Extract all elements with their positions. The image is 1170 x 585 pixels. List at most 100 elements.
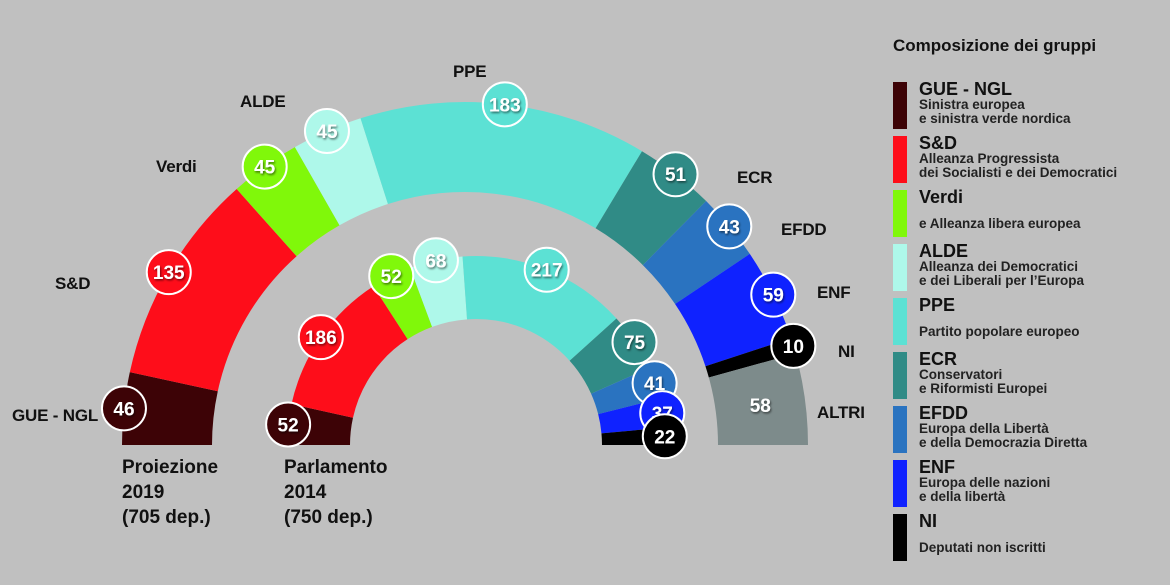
- value-badge: 43: [706, 203, 753, 250]
- legend-abbr: Verdi: [919, 187, 964, 207]
- legend-desc: Alleanza Progressista dei Socialisti e d…: [919, 151, 1118, 180]
- legend-swatch: [893, 406, 907, 453]
- value-badge: 59: [750, 271, 797, 318]
- caption-2019-line2: 2019: [122, 482, 165, 503]
- value-badge: 45: [241, 143, 288, 190]
- value-badge: 68: [412, 237, 459, 284]
- segment-s-d: [291, 286, 408, 418]
- label-alde: ALDE: [240, 92, 286, 111]
- legend-abbr: GUE - NGL: [919, 79, 1012, 99]
- legend-item-ppe: PPE Partito popolare europeo: [893, 295, 1163, 345]
- svg-text:45: 45: [316, 122, 338, 143]
- value-badge: 52: [368, 253, 415, 300]
- value-badge: 45: [303, 108, 350, 155]
- value-badges: 4613545451835143591058521865268217754137…: [100, 81, 817, 460]
- segment-gue-ngl: [122, 372, 218, 445]
- legend-desc: Europa della Libertà e della Democrazia …: [919, 421, 1088, 450]
- value-badge: 58: [750, 396, 771, 417]
- legend-swatch: [893, 136, 907, 183]
- label-sd: S&D: [55, 274, 91, 293]
- caption-2014-line1: Parlamento: [284, 457, 388, 478]
- legend-desc: e Alleanza libera europea: [919, 216, 1081, 231]
- svg-text:43: 43: [719, 217, 740, 238]
- legend-abbr: ALDE: [919, 241, 968, 261]
- svg-text:186: 186: [305, 328, 337, 349]
- caption-2014-line3: (750 dep.): [284, 507, 373, 528]
- caption-2019-line1: Proiezione: [122, 457, 219, 478]
- legend-desc: Deputati non iscritti: [919, 540, 1046, 555]
- svg-text:52: 52: [381, 267, 402, 288]
- legend-swatch: [893, 298, 907, 345]
- legend-swatch: [893, 352, 907, 399]
- legend-item-verdi: Verdi e Alleanza libera europea: [893, 187, 1163, 237]
- value-badge: 46: [100, 385, 147, 432]
- svg-text:135: 135: [153, 263, 185, 284]
- legend-title: Composizione dei gruppi: [893, 36, 1097, 55]
- value-badge: 183: [481, 81, 528, 128]
- svg-text:75: 75: [624, 333, 646, 354]
- legend-swatch: [893, 460, 907, 507]
- caption-2014-line2: 2014: [284, 482, 327, 503]
- legend-abbr: EFDD: [919, 403, 968, 423]
- label-ppe: PPE: [453, 62, 487, 81]
- svg-text:58: 58: [750, 396, 771, 417]
- value-badge: 75: [611, 319, 658, 366]
- label-enf: ENF: [817, 283, 851, 302]
- legend-abbr: NI: [919, 511, 937, 531]
- caption-2019: Proiezione 2019 (705 dep.): [122, 455, 218, 530]
- svg-text:22: 22: [654, 427, 675, 448]
- value-badge: 22: [641, 413, 688, 460]
- legend-item-gue: GUE - NGL Sinistra europea e sinistra ve…: [893, 79, 1163, 129]
- legend-item-enf: ENF Europa delle nazioni e della libertà: [893, 457, 1163, 507]
- legend-desc: Alleanza dei Democratici e dei Liberali …: [919, 259, 1085, 288]
- svg-text:41: 41: [644, 374, 666, 395]
- value-badge: 135: [145, 249, 192, 296]
- segment-s-d: [129, 189, 297, 392]
- legend-item-efdd: EFDD Europa della Libertà e della Democr…: [893, 403, 1163, 453]
- inner-hemicycle-2014: [287, 255, 665, 445]
- svg-text:52: 52: [278, 415, 299, 436]
- legend: GUE - NGL Sinistra europea e sinistra ve…: [893, 79, 1163, 568]
- label-verdi: Verdi: [156, 157, 197, 176]
- legend-swatch: [893, 82, 907, 129]
- legend-swatch: [893, 190, 907, 237]
- legend-abbr: S&D: [919, 133, 958, 153]
- value-badge: 186: [297, 314, 344, 361]
- segment-altri: [708, 353, 808, 445]
- legend-abbr: ECR: [919, 349, 958, 369]
- value-badge: 217: [523, 246, 570, 293]
- legend-abbr: PPE: [919, 295, 956, 315]
- caption-2019-line3: (705 dep.): [122, 507, 211, 528]
- value-badge: 52: [265, 401, 312, 448]
- svg-text:217: 217: [531, 261, 563, 282]
- legend-item-ni: NI Deputati non iscritti: [893, 511, 1163, 561]
- svg-text:45: 45: [254, 158, 276, 179]
- legend-item-sd: S&D Alleanza Progressista dei Socialisti…: [893, 133, 1163, 183]
- legend-swatch: [893, 244, 907, 291]
- legend-item-alde: ALDE Alleanza dei Democratici e dei Libe…: [893, 241, 1163, 291]
- label-ni: NI: [838, 342, 855, 361]
- svg-text:51: 51: [665, 165, 687, 186]
- legend-abbr: ENF: [919, 457, 955, 477]
- svg-text:46: 46: [113, 399, 134, 420]
- svg-text:68: 68: [425, 251, 446, 272]
- label-gue: GUE - NGL: [12, 406, 99, 425]
- label-altri: ALTRI: [817, 403, 865, 422]
- legend-desc: Sinistra europea e sinistra verde nordic…: [919, 97, 1071, 126]
- legend-swatch: [893, 514, 907, 561]
- caption-2014: Parlamento 2014 (750 dep.): [284, 455, 387, 530]
- label-ecr: ECR: [737, 168, 773, 187]
- segment-ppe: [462, 255, 617, 361]
- legend-desc: Partito popolare europeo: [919, 324, 1080, 339]
- svg-text:183: 183: [489, 95, 521, 116]
- value-badge: 10: [770, 322, 817, 369]
- svg-text:10: 10: [783, 337, 804, 358]
- legend-item-ecr: ECR Conservatori e Riformisti Europei: [893, 349, 1163, 399]
- segment-ppe: [360, 102, 643, 229]
- label-efdd: EFDD: [781, 220, 827, 239]
- value-badge: 51: [652, 151, 699, 198]
- legend-desc: Europa delle nazioni e della libertà: [919, 475, 1051, 504]
- svg-text:59: 59: [763, 286, 784, 307]
- legend-desc: Conservatori e Riformisti Europei: [919, 367, 1048, 396]
